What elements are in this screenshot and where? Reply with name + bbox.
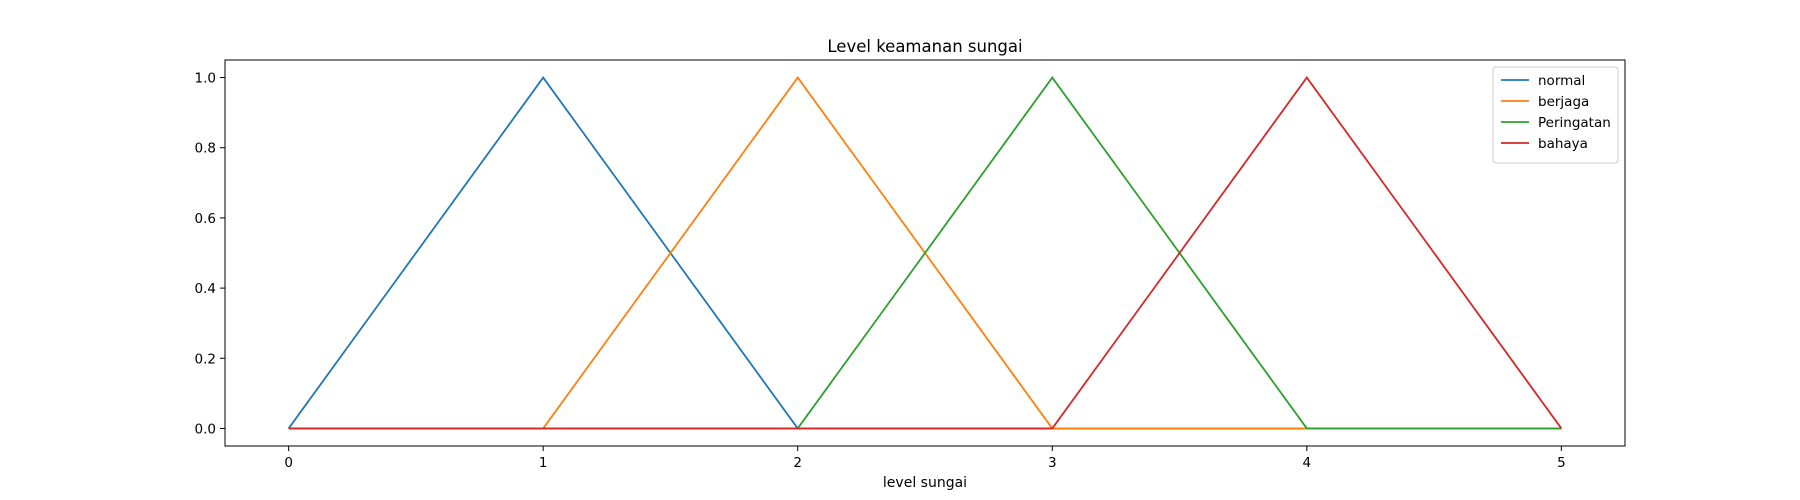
chart-title: Level keamanan sungai	[827, 37, 1022, 56]
y-tick-label: 0.8	[195, 141, 216, 157]
series-layer	[287, 76, 1563, 430]
x-axis: 0 1 2 3 4 5	[284, 446, 1566, 471]
x-tick-label: 2	[793, 455, 802, 471]
y-tick-label: 0.2	[195, 351, 216, 367]
y-tick-label: 0.6	[195, 211, 216, 227]
legend-label: normal	[1538, 73, 1585, 89]
plot-area	[224, 59, 1626, 447]
x-tick-label: 4	[1303, 455, 1312, 471]
y-tick-label: 0.0	[195, 421, 216, 437]
x-tick-label: 0	[284, 455, 293, 471]
x-tick-label: 1	[539, 455, 548, 471]
legend: normal berjaga Peringatan bahaya	[1492, 66, 1619, 164]
legend-label: bahaya	[1538, 136, 1588, 152]
y-axis: 0.0 0.2 0.4 0.6 0.8 1.0	[195, 71, 225, 437]
y-tick-label: 1.0	[195, 71, 216, 87]
series-line-bahaya	[288, 76, 1563, 430]
legend-label: berjaga	[1538, 94, 1589, 110]
legend-box	[1492, 66, 1619, 164]
x-tick-label: 5	[1557, 455, 1566, 471]
x-tick-label: 3	[1048, 455, 1057, 471]
legend-label: Peringatan	[1538, 115, 1611, 131]
x-axis-label: level sungai	[883, 475, 967, 491]
y-tick-label: 0.4	[195, 281, 216, 297]
